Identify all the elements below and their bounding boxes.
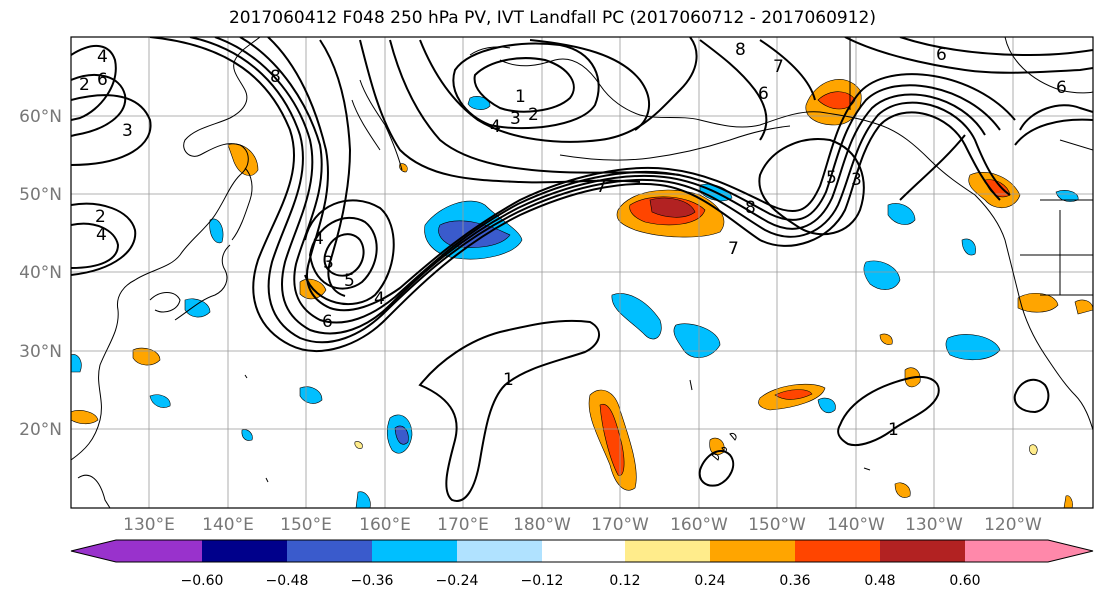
- contour-label: 4: [374, 289, 385, 309]
- colorbar-tick-label: −0.24: [436, 573, 479, 589]
- lon-label: 150°W: [748, 515, 806, 535]
- colorbar-swatch: [880, 540, 965, 562]
- contour-label: 3: [323, 253, 334, 273]
- contour-label: 6: [97, 70, 108, 90]
- colorbar-swatch: [457, 540, 542, 562]
- longitude-labels: 130°E 140°E 150°E 160°E 170°E 180°W 170°…: [123, 515, 1042, 535]
- contour-label: 5: [344, 271, 355, 291]
- lon-label: 150°E: [280, 515, 332, 535]
- contour-label: 7: [728, 239, 739, 259]
- contour-label: 3: [851, 170, 862, 190]
- coastlines: [71, 37, 1093, 508]
- colorbar-swatch: [202, 540, 287, 562]
- pv-contours: [71, 37, 1093, 502]
- lon-label: 180°W: [513, 515, 571, 535]
- lon-label: 140°W: [827, 515, 885, 535]
- contour-label: 6: [758, 84, 769, 104]
- contour-label: 3: [510, 109, 521, 129]
- map-content: 4 6 2 3 8 4 3 2 1 7 7 6 8 6 8 7 5 4 3 1 …: [71, 37, 1093, 508]
- colorbar-tick-label: 0.24: [694, 573, 725, 589]
- map-title: 2017060412 F048 250 hPa PV, IVT Landfall…: [228, 8, 876, 28]
- colorbar-tick-label: −0.60: [181, 573, 224, 589]
- contour-label: 4: [97, 47, 108, 67]
- lon-label: 120°W: [984, 515, 1042, 535]
- colorbar-tick-label: −0.12: [521, 573, 564, 589]
- colorbar-outline: [70, 539, 1094, 563]
- colorbar-swatch: [1048, 540, 1093, 562]
- lat-label: 20°N: [19, 420, 62, 440]
- lat-label: 60°N: [19, 107, 62, 127]
- map-border: [70, 36, 1094, 509]
- contour-label: 2: [79, 75, 90, 95]
- contour-label: 4: [490, 117, 501, 137]
- contour-label: 4: [96, 225, 107, 245]
- lon-label: 130°W: [905, 515, 963, 535]
- colorbar-tick-label: 0.36: [779, 573, 810, 589]
- colorbar-tick-label: −0.36: [351, 573, 394, 589]
- colorbar-swatch: [542, 540, 625, 562]
- contour-label: 5: [826, 168, 837, 188]
- colorbar-swatch: [965, 540, 1048, 562]
- colorbar: −0.60 −0.48 −0.36 −0.24 −0.12 0.12 0.24 …: [70, 539, 1094, 589]
- lon-label: 140°E: [202, 515, 254, 535]
- contour-label: 1: [503, 370, 514, 390]
- lon-label: 170°W: [591, 515, 649, 535]
- colorbar-tick-label: 0.48: [864, 573, 895, 589]
- contour-label: 6: [322, 312, 333, 332]
- contour-label: 8: [745, 198, 756, 218]
- contour-label: 6: [1056, 78, 1067, 98]
- positive-shading: [71, 79, 1093, 508]
- lat-label: 50°N: [19, 185, 62, 205]
- colorbar-tick-label: 0.60: [949, 573, 980, 589]
- contour-label: 3: [122, 121, 133, 141]
- contour-label: 2: [95, 207, 106, 227]
- lat-label: 40°N: [19, 263, 62, 283]
- contour-label: 1: [515, 87, 526, 107]
- contour-label: 7: [596, 177, 607, 197]
- contour-label: 1: [888, 420, 899, 440]
- colorbar-swatch: [710, 540, 795, 562]
- contour-label-group: 4 6 2 3 8 4 3 2 1 7 7 6 8 6 8 7 5 4 3 1 …: [79, 40, 1067, 440]
- colorbar-tick-label: −0.48: [266, 573, 309, 589]
- colorbar-swatch: [287, 540, 372, 562]
- colorbar-swatch: [795, 540, 880, 562]
- contour-label: 4: [313, 229, 324, 249]
- contour-label: 7: [773, 57, 784, 77]
- latitude-labels: 60°N 50°N 40°N 30°N 20°N: [19, 107, 62, 440]
- colorbar-swatch: [71, 540, 116, 562]
- lat-label: 30°N: [19, 342, 62, 362]
- lon-label: 170°E: [437, 515, 489, 535]
- colorbar-swatch: [372, 540, 457, 562]
- contour-label: 8: [270, 67, 281, 87]
- colorbar-swatch: [625, 540, 710, 562]
- lon-label: 130°E: [123, 515, 175, 535]
- lon-label: 160°W: [670, 515, 728, 535]
- colorbar-tick-label: 0.12: [609, 573, 640, 589]
- contour-label: 6: [936, 45, 947, 65]
- contour-label: 8: [735, 40, 746, 60]
- colorbar-swatch: [116, 540, 202, 562]
- lon-label: 160°E: [359, 515, 411, 535]
- contour-label: 2: [528, 105, 539, 125]
- negative-shading: [71, 96, 1079, 508]
